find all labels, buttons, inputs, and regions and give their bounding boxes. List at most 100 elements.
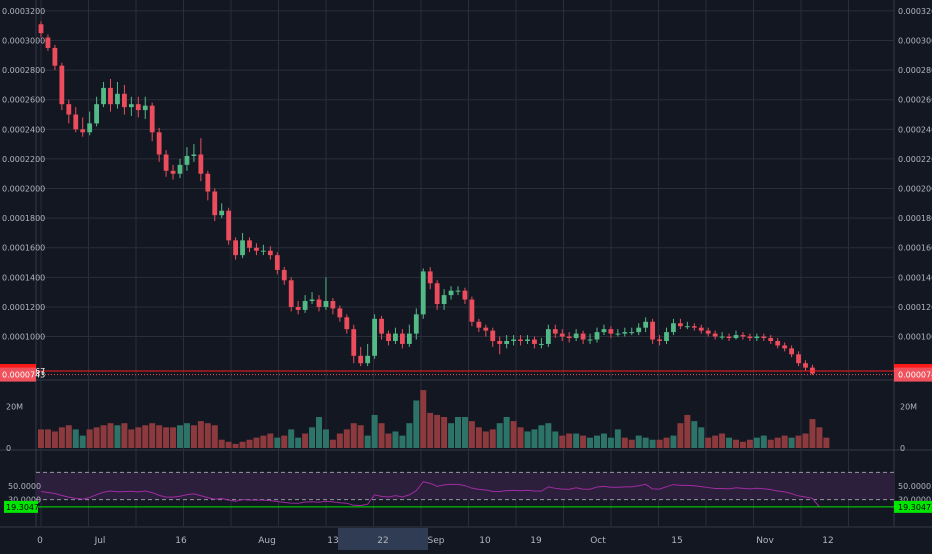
volume-bar[interactable] — [44, 429, 51, 448]
volume-bar[interactable] — [594, 435, 600, 448]
volume-bar[interactable] — [135, 427, 142, 448]
candle-body[interactable] — [552, 329, 558, 334]
volume-bar[interactable] — [795, 435, 802, 448]
candle-body[interactable] — [490, 330, 496, 341]
volume-bar[interactable] — [336, 433, 343, 448]
volume-bar[interactable] — [441, 417, 448, 448]
volume-bar[interactable] — [746, 439, 753, 448]
volume-bar[interactable] — [510, 421, 517, 448]
volume-bar[interactable] — [322, 429, 329, 448]
volume-bar[interactable] — [211, 425, 218, 448]
volume-bar[interactable] — [614, 429, 621, 448]
volume-bar[interactable] — [427, 412, 434, 448]
volume-bar[interactable] — [475, 427, 482, 448]
candle-body[interactable] — [608, 329, 614, 334]
volume-bar[interactable] — [364, 435, 371, 448]
volume-bar[interactable] — [183, 423, 190, 448]
volume-bar[interactable] — [107, 423, 114, 448]
volume-bar[interactable] — [739, 441, 746, 448]
candle-body[interactable] — [400, 333, 405, 344]
candle-body[interactable] — [45, 37, 51, 48]
candle-body[interactable] — [198, 154, 204, 174]
candle-body[interactable] — [455, 290, 461, 292]
volume-bar[interactable] — [781, 435, 788, 448]
candle-body[interactable] — [615, 333, 621, 335]
volume-bar[interactable] — [524, 431, 531, 448]
candle-body[interactable] — [38, 24, 44, 34]
candle-body[interactable] — [754, 336, 760, 339]
candle-body[interactable] — [254, 247, 259, 251]
volume-bar[interactable] — [607, 437, 614, 448]
candle-body[interactable] — [87, 123, 93, 133]
volume-bar[interactable] — [177, 425, 183, 448]
candle-body[interactable] — [309, 299, 315, 302]
volume-bar[interactable] — [156, 425, 163, 448]
candle-body[interactable] — [177, 164, 183, 174]
candle-body[interactable] — [267, 250, 273, 256]
candle-body[interactable] — [698, 327, 704, 331]
volume-bar[interactable] — [545, 423, 552, 448]
volume-bar[interactable] — [517, 427, 524, 448]
volume-bar[interactable] — [566, 433, 573, 448]
candle-body[interactable] — [406, 333, 412, 344]
volume-bar[interactable] — [260, 435, 267, 448]
candle-body[interactable] — [525, 339, 530, 341]
candle-body[interactable] — [587, 339, 593, 341]
volume-bar[interactable] — [128, 429, 135, 448]
candle-body[interactable] — [601, 329, 607, 333]
candle-body[interactable] — [316, 299, 322, 307]
candle-body[interactable] — [497, 340, 503, 344]
volume-bar[interactable] — [93, 427, 100, 448]
candle-body[interactable] — [420, 271, 426, 315]
candle-body[interactable] — [664, 332, 669, 341]
candle-body[interactable] — [441, 295, 447, 304]
volume-bar[interactable] — [468, 421, 475, 448]
candle-body[interactable] — [379, 318, 384, 334]
volume-bar[interactable] — [204, 423, 211, 448]
candle-body[interactable] — [351, 329, 357, 356]
candle-body[interactable] — [413, 314, 419, 334]
candle-body[interactable] — [573, 333, 579, 339]
volume-bar[interactable] — [197, 421, 204, 448]
candle-body[interactable] — [434, 283, 440, 304]
volume-bar[interactable] — [684, 414, 691, 448]
volume-bar[interactable] — [455, 417, 461, 448]
candle-body[interactable] — [323, 301, 329, 307]
candle-body[interactable] — [149, 105, 155, 133]
volume-bar[interactable] — [316, 417, 322, 448]
volume-bar[interactable] — [461, 417, 468, 448]
candle-body[interactable] — [622, 332, 628, 334]
candle-body[interactable] — [219, 210, 225, 216]
volume-bar[interactable] — [225, 441, 232, 448]
volume-bar[interactable] — [309, 427, 316, 448]
volume-bar[interactable] — [371, 414, 378, 448]
volume-bar[interactable] — [392, 431, 399, 448]
candle-body[interactable] — [330, 301, 336, 309]
volume-bar[interactable] — [712, 435, 719, 448]
volume-bar[interactable] — [705, 437, 712, 448]
volume-bar[interactable] — [656, 439, 663, 448]
volume-bar[interactable] — [350, 423, 357, 448]
volume-bar[interactable] — [482, 431, 489, 448]
candle-body[interactable] — [678, 323, 683, 327]
rsi-line[interactable] — [40, 481, 820, 508]
volume-bar[interactable] — [100, 425, 107, 448]
volume-bar[interactable] — [302, 433, 309, 448]
volume-bar[interactable] — [149, 423, 156, 448]
candle-body[interactable] — [559, 333, 565, 337]
candle-body[interactable] — [483, 327, 489, 331]
candle-body[interactable] — [518, 339, 523, 341]
volume-bar[interactable] — [65, 425, 72, 448]
volume-bar[interactable] — [496, 423, 503, 448]
candle-body[interactable] — [740, 335, 746, 337]
volume-bar[interactable] — [635, 435, 642, 448]
volume-bar[interactable] — [420, 390, 427, 448]
volume-bar[interactable] — [274, 437, 281, 448]
volume-bar[interactable] — [733, 439, 739, 448]
candle-body[interactable] — [733, 335, 739, 339]
candle-body[interactable] — [775, 340, 781, 346]
volume-bar[interactable] — [218, 439, 225, 448]
volume-bar[interactable] — [580, 435, 587, 448]
candle-body[interactable] — [545, 329, 551, 344]
candle-body[interactable] — [142, 105, 148, 111]
